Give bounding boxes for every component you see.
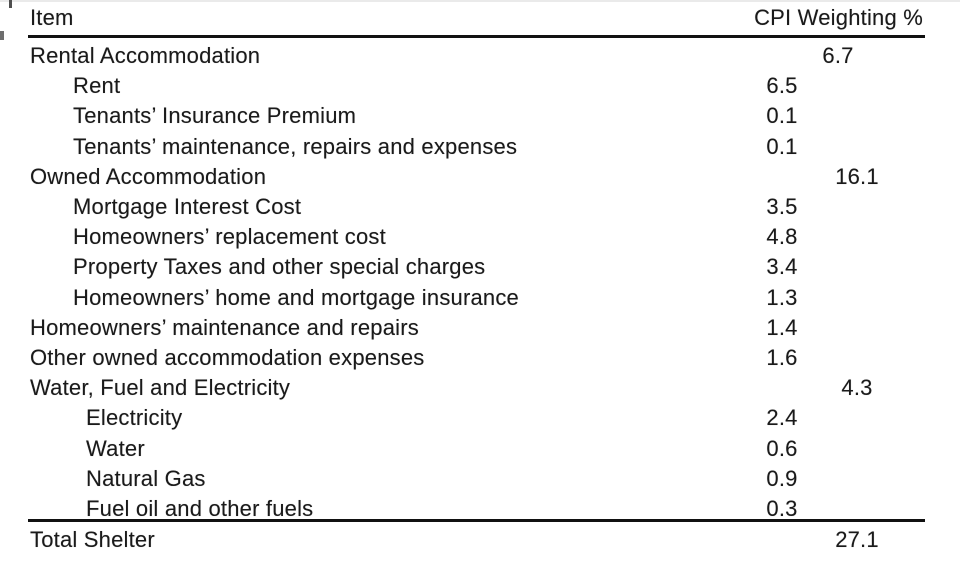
row-label: Water, Fuel and Electricity bbox=[30, 375, 291, 401]
table-row: Electricity 2.4 bbox=[0, 403, 960, 433]
row-label: Homeowners’ replacement cost bbox=[73, 224, 386, 250]
table-row: Homeowners’ maintenance and repairs 1.4 bbox=[0, 313, 960, 343]
row-value: 0.1 bbox=[766, 133, 798, 159]
total-label: Total Shelter bbox=[30, 527, 155, 552]
table-row: Tenants’ Insurance Premium 0.1 bbox=[0, 101, 960, 131]
table-row: Property Taxes and other special charges… bbox=[0, 252, 960, 282]
row-label: Homeowners’ maintenance and repairs bbox=[30, 314, 419, 340]
row-label: Tenants’ Insurance Premium bbox=[73, 103, 357, 129]
row-value: 3.5 bbox=[766, 194, 798, 220]
table-row: Homeowners’ home and mortgage insurance … bbox=[0, 283, 960, 313]
table-body: Rental Accommodation 6.7 Rent 6.5 Tenant… bbox=[0, 41, 960, 524]
row-label: Owned Accommodation bbox=[30, 163, 267, 189]
row-value: 1.4 bbox=[766, 314, 798, 340]
row-label: Homeowners’ home and mortgage insurance bbox=[73, 284, 519, 310]
row-value: 0.3 bbox=[766, 495, 798, 521]
row-label: Water bbox=[86, 435, 145, 461]
row-label: Tenants’ maintenance, repairs and expens… bbox=[73, 133, 518, 159]
row-label: Rental Accommodation bbox=[30, 43, 261, 69]
row-value: 1.6 bbox=[766, 344, 798, 370]
table-row: Fuel oil and other fuels 0.3 bbox=[0, 494, 960, 524]
total-row: Total Shelter 27.1 bbox=[0, 524, 960, 556]
column-header-cpi-weighting: CPI Weighting % bbox=[754, 5, 923, 30]
row-value: 16.1 bbox=[835, 163, 879, 189]
row-label: Rent bbox=[73, 73, 121, 99]
row-value: 2.4 bbox=[766, 405, 798, 431]
row-value: 1.3 bbox=[766, 284, 798, 310]
scan-tick-artifact bbox=[9, 0, 12, 8]
row-label: Electricity bbox=[86, 405, 183, 431]
row-value: 0.6 bbox=[766, 435, 798, 461]
table-row: Natural Gas 0.9 bbox=[0, 464, 960, 494]
table-row: Rent 6.5 bbox=[0, 71, 960, 101]
table-row: Tenants’ maintenance, repairs and expens… bbox=[0, 132, 960, 162]
scan-edge-artifact bbox=[0, 0, 960, 2]
table-header: Item CPI Weighting % bbox=[28, 0, 925, 38]
total-value: 27.1 bbox=[835, 527, 879, 552]
row-value: 6.5 bbox=[766, 73, 798, 99]
table-row: Water 0.6 bbox=[0, 433, 960, 463]
table-row: Water, Fuel and Electricity 4.3 bbox=[0, 373, 960, 403]
table-row: Other owned accommodation expenses 1.6 bbox=[0, 343, 960, 373]
row-label: Property Taxes and other special charges bbox=[73, 254, 486, 280]
row-label: Mortgage Interest Cost bbox=[73, 194, 302, 220]
row-value: 6.7 bbox=[822, 43, 854, 69]
row-value: 0.1 bbox=[766, 103, 798, 129]
table-row: Homeowners’ replacement cost 4.8 bbox=[0, 222, 960, 252]
row-value: 4.3 bbox=[841, 375, 873, 401]
row-value: 4.8 bbox=[766, 224, 798, 250]
row-label: Other owned accommodation expenses bbox=[30, 344, 425, 370]
row-value: 3.4 bbox=[766, 254, 798, 280]
row-label: Fuel oil and other fuels bbox=[86, 495, 314, 521]
column-header-item: Item bbox=[30, 5, 74, 30]
table-bottom-rule bbox=[28, 519, 925, 522]
table-row: Rental Accommodation 6.7 bbox=[0, 41, 960, 71]
scan-nub-artifact bbox=[0, 31, 4, 40]
row-label: Natural Gas bbox=[86, 465, 206, 491]
table-row: Owned Accommodation 16.1 bbox=[0, 162, 960, 192]
table-row: Mortgage Interest Cost 3.5 bbox=[0, 192, 960, 222]
row-value: 0.9 bbox=[766, 465, 798, 491]
